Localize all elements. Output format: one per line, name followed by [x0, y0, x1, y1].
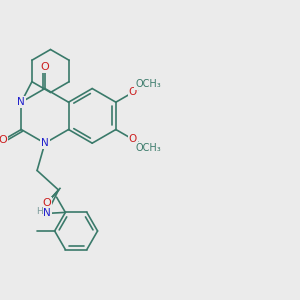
Text: OCH₃: OCH₃: [135, 143, 161, 153]
Text: OCH₃: OCH₃: [135, 79, 161, 89]
Text: N: N: [43, 208, 51, 218]
Text: N: N: [41, 138, 49, 148]
Text: N: N: [17, 97, 25, 107]
Text: O: O: [129, 134, 137, 144]
Text: O: O: [129, 87, 137, 98]
Text: O: O: [0, 135, 7, 145]
Text: O: O: [40, 62, 49, 72]
Text: H: H: [36, 207, 42, 216]
Text: O: O: [42, 198, 51, 208]
